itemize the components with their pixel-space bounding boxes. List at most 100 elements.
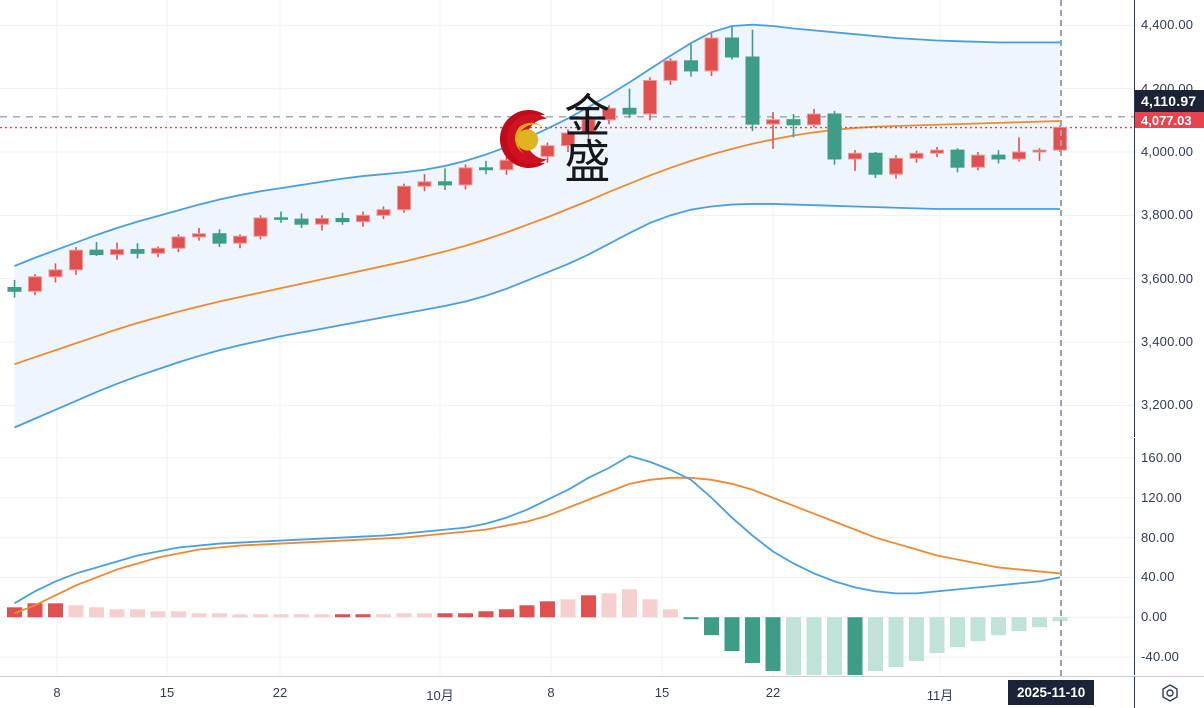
- candlestick: [192, 228, 206, 241]
- macd-histogram-bar: [396, 613, 412, 618]
- price-axis-label: 3,800.00: [1141, 207, 1194, 223]
- gear-hexagon-icon[interactable]: [1160, 683, 1180, 703]
- macd-axis-label: 0.00: [1141, 609, 1168, 625]
- price-chart-svg: [0, 0, 1134, 437]
- candlestick: [151, 246, 165, 258]
- macd-histogram-bar: [540, 601, 555, 618]
- candlestick: [356, 211, 370, 227]
- candlestick: [7, 279, 22, 298]
- macd-histogram-bar: [253, 614, 268, 618]
- price-axis[interactable]: 4,400.00 4,200.00 4,000.00 3,800.00 3,600.00…: [1134, 0, 1204, 437]
- candlestick: [704, 33, 719, 76]
- candlestick: [253, 215, 268, 240]
- macd-histogram-bar: [191, 613, 207, 618]
- candlestick: [315, 215, 329, 231]
- candlestick: [827, 110, 842, 165]
- time-axis-label: 22: [765, 685, 781, 700]
- macd-histogram-bar: [622, 589, 637, 618]
- time-axis-label: 11月: [926, 688, 954, 703]
- candlestick: [233, 234, 247, 249]
- macd-histogram-bar: [991, 617, 1006, 636]
- candlestick: [807, 108, 821, 128]
- candlestick: [950, 148, 965, 173]
- candlestick: [458, 164, 473, 190]
- candlestick: [397, 183, 411, 213]
- candlestick: [1012, 137, 1026, 162]
- macd-histogram-bar: [560, 599, 576, 618]
- macd-histogram-bar: [950, 617, 965, 648]
- macd-histogram-bar: [765, 617, 781, 672]
- candlestick: [725, 26, 739, 60]
- candlestick: [479, 160, 493, 175]
- candlestick: [889, 155, 903, 179]
- candlestick: [28, 274, 42, 296]
- candlestick: [335, 212, 350, 225]
- macd-histogram-bar: [458, 613, 473, 618]
- time-axis-label: 15: [654, 685, 670, 700]
- candlestick: [909, 150, 924, 163]
- macd-axis-label: 40.00: [1141, 569, 1175, 585]
- macd-histogram-bar: [786, 617, 801, 675]
- candlestick: [991, 150, 1006, 164]
- candlestick: [602, 105, 616, 125]
- price-axis-label: 4,400.00: [1141, 17, 1194, 33]
- crosshair-vertical-line: [1060, 0, 1062, 676]
- time-axis-label: 22: [272, 685, 288, 700]
- candlestick: [971, 152, 985, 171]
- time-axis-label: 15: [159, 685, 175, 700]
- candlestick: [438, 168, 452, 190]
- macd-histogram-bar: [314, 614, 330, 618]
- macd-histogram-bar: [376, 614, 391, 618]
- price-axis-label: 3,400.00: [1141, 334, 1194, 349]
- macd-histogram-bar: [273, 614, 289, 618]
- macd-chart-svg: [0, 438, 1134, 675]
- macd-histogram-bar: [1032, 617, 1047, 628]
- price-axis-label: 3,600.00: [1141, 270, 1194, 286]
- macd-histogram-bar: [868, 617, 883, 672]
- macd-histogram-bar: [232, 614, 248, 618]
- macd-histogram-bar: [745, 617, 760, 664]
- macd-axis-label: 120.00: [1141, 489, 1182, 505]
- time-axis-label: 8: [547, 685, 555, 700]
- macd-axis-label: 160.00: [1141, 449, 1182, 465]
- macd-pane[interactable]: [0, 438, 1134, 675]
- candlestick: [643, 77, 657, 121]
- candlestick: [561, 129, 575, 152]
- candlestick: [274, 211, 288, 223]
- macd-histogram-bar: [642, 599, 658, 618]
- macd-histogram-bar: [212, 613, 227, 618]
- macd-histogram-bar: [970, 617, 986, 642]
- candlestick: [417, 174, 432, 192]
- candlestick: [1032, 148, 1047, 161]
- macd-histogram-bar: [499, 609, 514, 618]
- candlestick: [581, 114, 596, 141]
- macd-histogram-bar: [601, 593, 617, 618]
- price-axis-label: 3,200.00: [1141, 397, 1194, 413]
- macd-histogram-bar: [847, 617, 863, 675]
- macd-histogram-bar: [909, 617, 924, 662]
- candlestick: [786, 114, 801, 138]
- candlestick: [684, 44, 698, 77]
- macd-histogram-bar: [724, 617, 740, 652]
- candlestick: [622, 88, 637, 118]
- macd-histogram-bar: [417, 613, 432, 618]
- macd-histogram-bar: [130, 609, 145, 618]
- time-axis[interactable]: 8 15 22 10月 8 15 22 11月: [0, 676, 1134, 708]
- macd-histogram-bar: [929, 617, 945, 654]
- candlestick: [745, 29, 760, 132]
- macd-histogram-bar: [683, 617, 699, 620]
- macd-histogram-bar: [581, 595, 596, 618]
- macd-histogram-bar: [704, 617, 719, 636]
- candlestick: [130, 243, 145, 259]
- macd-histogram-bar: [48, 603, 63, 618]
- candlestick: [766, 112, 780, 149]
- axis-corner: [1134, 676, 1204, 708]
- last-price-tag: 4,077.03: [1135, 112, 1204, 128]
- macd-axis[interactable]: 160.00 120.00 80.00 40.00 0.00 -40.00: [1134, 438, 1204, 675]
- candlestick: [212, 229, 227, 247]
- macd-histogram-bar: [89, 607, 104, 618]
- price-pane[interactable]: [0, 0, 1134, 437]
- macd-histogram-bar: [68, 605, 84, 618]
- candlestick: [89, 241, 104, 256]
